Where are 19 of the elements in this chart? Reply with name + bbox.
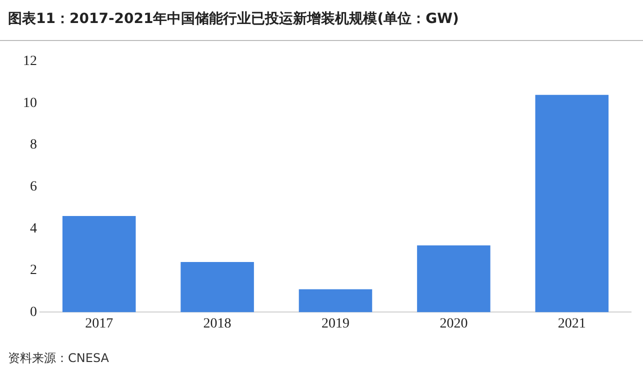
x-tick-label: 2017 [85, 316, 114, 332]
bar [535, 94, 609, 312]
y-tick-label: 0 [30, 304, 37, 320]
bar [298, 289, 372, 312]
y-tick-label: 6 [30, 179, 37, 194]
bar [417, 245, 490, 312]
y-tick-label: 2 [30, 263, 37, 278]
x-tick-label: 2020 [440, 316, 468, 332]
bar [180, 262, 254, 312]
x-tick-label: 2018 [203, 316, 232, 332]
text: 资料来源：CNESA [8, 350, 109, 367]
chart-title: 图表11：2017-2021年中国储能行业已投运新增装机规模(单位：GW) [8, 10, 459, 28]
y-tick-label: 12 [23, 54, 37, 70]
x-tick-label: 2019 [322, 316, 350, 332]
y-tick-label: 8 [30, 138, 37, 153]
y-tick-label: 4 [30, 221, 37, 236]
x-tick-label: 2021 [558, 316, 586, 332]
bar [62, 216, 136, 312]
y-tick-label: 10 [23, 96, 37, 111]
